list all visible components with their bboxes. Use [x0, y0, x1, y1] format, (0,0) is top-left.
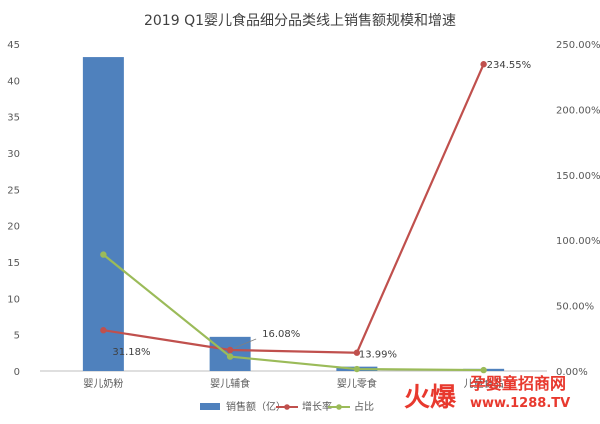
bars-layer	[82, 57, 505, 372]
y-left-tick-label: 0	[14, 367, 20, 378]
x-category-label: 婴儿奶粉	[83, 377, 123, 390]
data-label: 13.99%	[359, 350, 397, 361]
y-right-tick-label: 250.00%	[556, 40, 600, 51]
labels-layer: 31.18% 16.08% 13.99% 234.55%	[112, 60, 531, 360]
series-line	[103, 63, 485, 354]
watermark-site: 孕婴童招商网	[470, 374, 566, 393]
y-left-tick-label: 45	[7, 40, 20, 51]
legend-swatch	[200, 403, 220, 410]
data-label: 16.08%	[262, 329, 300, 340]
lines-layer	[100, 61, 487, 374]
y-right-tick-label: 150.00%	[556, 171, 600, 182]
chart-title: 2019 Q1婴儿食品细分品类线上销售额规模和增速	[144, 12, 456, 29]
y-left-tick-label: 35	[7, 113, 20, 124]
legend-marker	[336, 404, 342, 410]
line-point	[226, 353, 234, 360]
line-point	[480, 61, 487, 68]
line-point	[353, 365, 361, 373]
data-label: 234.55%	[487, 60, 532, 71]
series-line	[102, 253, 484, 372]
x-category-label: 婴儿零食	[337, 377, 377, 390]
line-point	[226, 346, 234, 354]
line-point	[480, 366, 487, 374]
watermark-brand: 火爆	[404, 383, 457, 413]
legend: 销售额（亿） 增长率 占比	[200, 400, 374, 413]
y-left-tick-label: 20	[7, 222, 20, 233]
y-left-tick-label: 15	[7, 258, 20, 269]
y-right-tick-label: 200.00%	[556, 105, 600, 116]
bar	[82, 57, 124, 372]
line-point	[353, 349, 361, 356]
legend-entry: 增长率	[302, 400, 332, 413]
legend-marker	[284, 404, 290, 410]
y-left-tick-label: 30	[7, 149, 20, 160]
y-left-tick-label: 25	[7, 185, 20, 196]
watermark-logo: 火爆 孕婴童招商网 www.1288.TV	[404, 374, 570, 413]
line-point	[100, 251, 107, 258]
data-label-leader	[233, 338, 257, 349]
y-right-tick-label: 100.00%	[556, 236, 600, 247]
legend-entry: 销售额（亿）	[226, 400, 286, 413]
y-right-tick-label: 50.00%	[556, 302, 594, 313]
x-category-label: 儿童食品	[464, 377, 504, 390]
axes-layer: 0 5 10 15 20 25 30 35 40 45 0.00% 50.00% 100.00% 150.…	[7, 40, 600, 390]
legend-entry: 占比	[354, 400, 374, 413]
line-point	[100, 327, 107, 334]
watermark-url: www.1288.TV	[470, 396, 570, 411]
y-left-tick-label: 5	[14, 331, 20, 342]
data-label: 31.18%	[112, 347, 150, 358]
y-right-tick-label: 0.00%	[556, 367, 588, 378]
y-left-tick-label: 10	[7, 294, 20, 305]
x-category-label: 婴儿辅食	[210, 377, 250, 390]
y-left-tick-label: 40	[7, 76, 20, 87]
